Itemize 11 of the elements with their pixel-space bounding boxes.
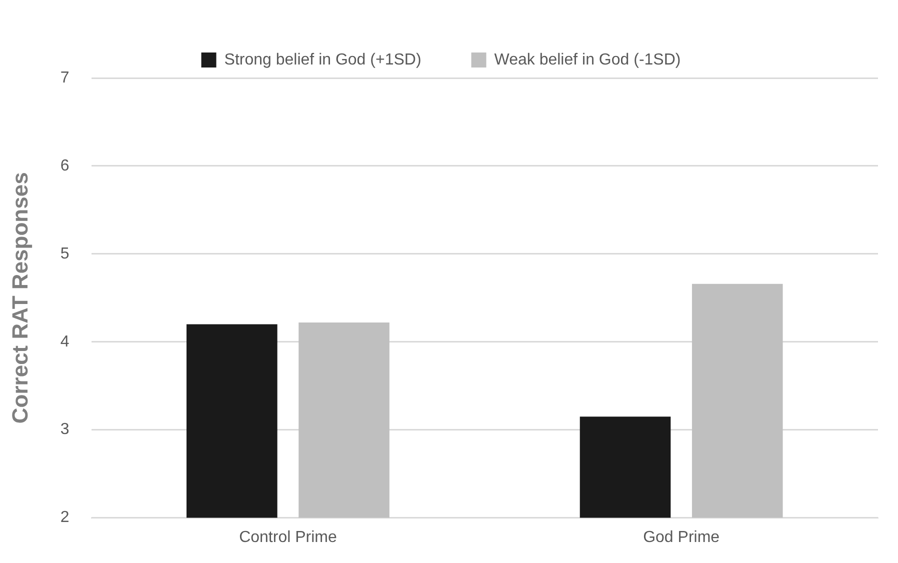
y-tick-label: 3 <box>60 421 70 438</box>
x-tick-label: God Prime <box>643 528 720 546</box>
y-tick-label: 7 <box>60 69 70 86</box>
legend-label: Strong belief in God (+1SD) <box>224 51 422 68</box>
x-tick-label: Control Prime <box>239 528 337 546</box>
y-axis-title: Correct RAT Responses <box>7 172 32 424</box>
y-tick-label: 6 <box>60 157 70 174</box>
y-tick-label: 5 <box>60 245 70 262</box>
y-tick-label: 4 <box>60 333 70 350</box>
y-tick-label: 2 <box>60 509 70 526</box>
legend-label: Weak belief in God (-1SD) <box>494 51 681 68</box>
